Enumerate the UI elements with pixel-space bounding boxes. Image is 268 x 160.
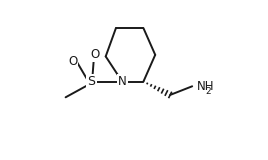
Text: 2: 2 [206,87,211,96]
Text: S: S [88,75,96,88]
Text: O: O [90,48,99,61]
Text: N: N [118,75,126,88]
Text: O: O [68,55,77,68]
Text: NH: NH [197,80,214,93]
